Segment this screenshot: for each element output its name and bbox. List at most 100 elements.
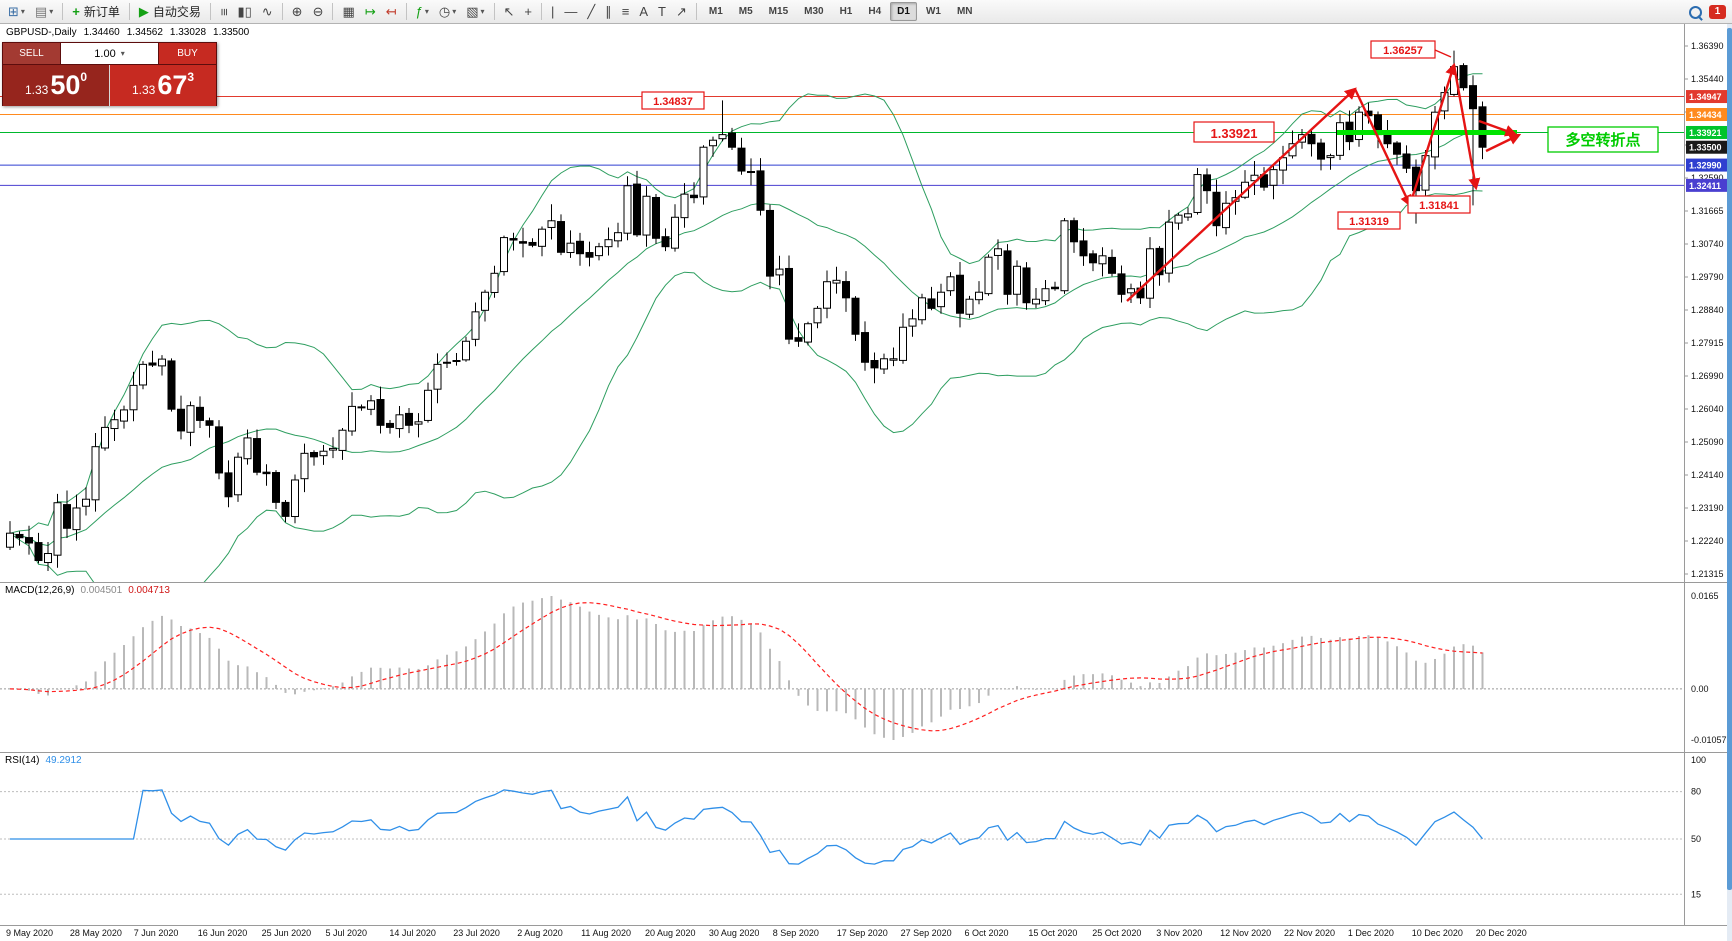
- trend-arrow[interactable]: [1353, 88, 1412, 208]
- price-callout[interactable]: 1.34837: [641, 91, 705, 110]
- bar-chart-icon: ≡: [216, 7, 232, 16]
- new-order-button[interactable]: + 新订单: [68, 1, 124, 23]
- autotrade-button[interactable]: ▶ 自动交易: [135, 1, 205, 23]
- svg-text:1.33921: 1.33921: [1211, 126, 1258, 141]
- svg-text:1.35440: 1.35440: [1691, 74, 1724, 84]
- bar-chart-button[interactable]: ≡: [216, 1, 232, 23]
- toolbar-separator: [541, 3, 543, 20]
- date-label: 10 Dec 2020: [1411, 928, 1463, 938]
- svg-text:1.36390: 1.36390: [1691, 41, 1724, 51]
- text-label-button[interactable]: T: [654, 1, 670, 23]
- crosshair-button[interactable]: +: [520, 1, 536, 23]
- rsi-axis[interactable]: 100 80 50 15: [1691, 755, 1706, 899]
- buy-button[interactable]: BUY: [158, 43, 216, 64]
- macd-axis[interactable]: 0.0165 0.00 -0.010571: [1691, 591, 1732, 745]
- profiles-icon: ▤: [34, 3, 48, 19]
- trend-arrow[interactable]: [1485, 133, 1522, 153]
- callout-pointer-line: [1434, 49, 1452, 58]
- zoom-out-button[interactable]: ⊖: [309, 1, 328, 23]
- pivot-note[interactable]: 多空转折点: [1547, 126, 1659, 153]
- cursor-button[interactable]: ↖: [500, 1, 519, 23]
- svg-text:50: 50: [1691, 834, 1701, 844]
- zoom-in-button[interactable]: ⊕: [288, 1, 307, 23]
- svg-text:1.26990: 1.26990: [1691, 371, 1724, 381]
- timeframe-m30-button[interactable]: M30: [804, 6, 824, 17]
- timeframe-d1-button[interactable]: D1: [890, 2, 917, 21]
- price-axis[interactable]: 1.363901.354401.344901.335401.325901.316…: [1684, 41, 1724, 579]
- toolbar-separator: [209, 3, 211, 20]
- text-button[interactable]: A: [635, 1, 652, 23]
- sell-button[interactable]: SELL: [3, 43, 61, 64]
- profiles-button[interactable]: ▤ ▾: [31, 1, 57, 23]
- line-chart-button[interactable]: ∿: [258, 1, 277, 23]
- date-axis[interactable]: 9 May 2020 28 May 2020 7 Jun 2020 16 Jun 20…: [0, 925, 1732, 941]
- templates-dropdown-icon: ▾: [480, 7, 485, 16]
- toolbar-separator: [281, 3, 283, 20]
- toolbar-separator: [62, 3, 64, 20]
- zoom-out-icon: ⊖: [312, 3, 324, 19]
- date-label: 28 May 2020: [69, 928, 122, 938]
- date-label: 27 Sep 2020: [900, 928, 952, 938]
- templates-button[interactable]: ▧ ▾: [462, 1, 488, 23]
- svg-text:1.24140: 1.24140: [1691, 470, 1724, 480]
- sell-price-big-figure: 1.33: [24, 83, 49, 97]
- price-callout[interactable]: 1.31319: [1337, 211, 1401, 230]
- cursor-icon: ↖: [503, 3, 515, 19]
- rsi-value: 49.2912: [45, 755, 82, 766]
- new-chart-icon: ⊞: [8, 3, 19, 19]
- timeframe-m1-button[interactable]: M1: [708, 6, 723, 17]
- fibonacci-button[interactable]: ≡: [618, 1, 634, 23]
- arrows-tool-button[interactable]: ↗: [672, 1, 691, 23]
- horizontal-line-button[interactable]: —: [560, 1, 581, 23]
- timeframe-h1-button[interactable]: H1: [839, 6, 853, 17]
- date-label: 20 Dec 2020: [1475, 928, 1527, 938]
- macd-indicator-name: MACD(12,26,9): [5, 585, 75, 596]
- periods-button[interactable]: ◷ ▾: [435, 1, 460, 23]
- trend-arrow[interactable]: [1452, 64, 1481, 191]
- date-label: 22 Nov 2020: [1284, 928, 1336, 938]
- notifications-badge[interactable]: 1: [1709, 5, 1726, 19]
- price-callout[interactable]: 1.31841: [1407, 195, 1471, 214]
- autotrade-icon: ▶: [138, 3, 149, 19]
- svg-text:1.31319: 1.31319: [1349, 216, 1389, 228]
- price-tag: 1.33921: [1686, 125, 1732, 139]
- svg-text:1.32590: 1.32590: [1691, 173, 1724, 183]
- equidistant-channel-button[interactable]: ∥: [601, 1, 616, 23]
- trend-arrow[interactable]: [1408, 62, 1457, 206]
- sell-price[interactable]: 1.33 50 0: [3, 65, 110, 106]
- trendline-button[interactable]: ╱: [583, 1, 599, 23]
- date-label: 11 Aug 2020: [581, 928, 631, 938]
- vertical-line-button[interactable]: |: [547, 1, 558, 23]
- timeframe-mn-button[interactable]: MN: [956, 6, 973, 17]
- timeframe-h4-button[interactable]: H4: [868, 6, 882, 17]
- timeframe-w1-button[interactable]: W1: [925, 6, 941, 17]
- volume-input[interactable]: 1.00 ▾: [61, 43, 158, 64]
- indicators-button[interactable]: ƒ ▾: [412, 1, 433, 23]
- timeframe-m5-button[interactable]: M5: [738, 6, 753, 17]
- svg-text:15: 15: [1691, 889, 1701, 899]
- svg-text:1.32990: 1.32990: [1689, 161, 1722, 171]
- auto-scroll-button[interactable]: ↦: [361, 1, 380, 23]
- main-chart-pane[interactable]: 1.363901.354401.344901.335401.325901.316…: [0, 24, 1732, 582]
- trend-arrow[interactable]: [1126, 87, 1357, 302]
- rsi-pane[interactable]: 100 80 50 15: [0, 752, 1732, 925]
- svg-text:1.34947: 1.34947: [1689, 92, 1722, 102]
- search-icon[interactable]: [1689, 5, 1702, 19]
- date-label: 7 Jun 2020: [133, 928, 179, 938]
- vertical-scrollbar[interactable]: [1727, 24, 1732, 941]
- timeframe-m15-button[interactable]: M15: [768, 6, 789, 17]
- scrollbar-thumb[interactable]: [1727, 28, 1732, 890]
- trend-arrow[interactable]: [1478, 119, 1518, 137]
- chart-shift-button[interactable]: ↤: [382, 1, 401, 23]
- price-tag: 1.32411: [1686, 178, 1732, 192]
- tile-windows-button[interactable]: ▦: [338, 1, 358, 23]
- buy-price[interactable]: 1.33 67 3: [110, 65, 216, 106]
- macd-pane[interactable]: 0.0165 0.00 -0.010571: [0, 582, 1732, 752]
- volume-dropdown-icon[interactable]: ▾: [120, 49, 125, 58]
- macd-histogram: [18, 596, 1484, 740]
- candlestick-chart-button[interactable]: ▮▯: [233, 1, 255, 23]
- new-chart-button[interactable]: ⊞ ▾: [4, 1, 29, 23]
- price-callout[interactable]: 1.36257: [1370, 40, 1436, 59]
- macd-main-value: 0.004501: [80, 585, 123, 596]
- price-callout[interactable]: 1.33921: [1193, 121, 1275, 143]
